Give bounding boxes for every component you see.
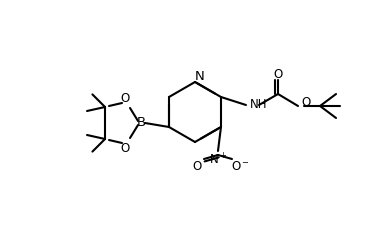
Text: N$^+$: N$^+$ <box>209 152 227 168</box>
Text: O: O <box>273 67 283 80</box>
Text: O: O <box>121 142 130 155</box>
Text: O: O <box>192 161 202 174</box>
Text: N: N <box>195 71 205 84</box>
Text: O: O <box>301 96 310 109</box>
Text: O$^-$: O$^-$ <box>232 161 250 174</box>
Text: B: B <box>136 116 146 130</box>
Text: NH: NH <box>250 98 268 112</box>
Text: O: O <box>121 91 130 104</box>
